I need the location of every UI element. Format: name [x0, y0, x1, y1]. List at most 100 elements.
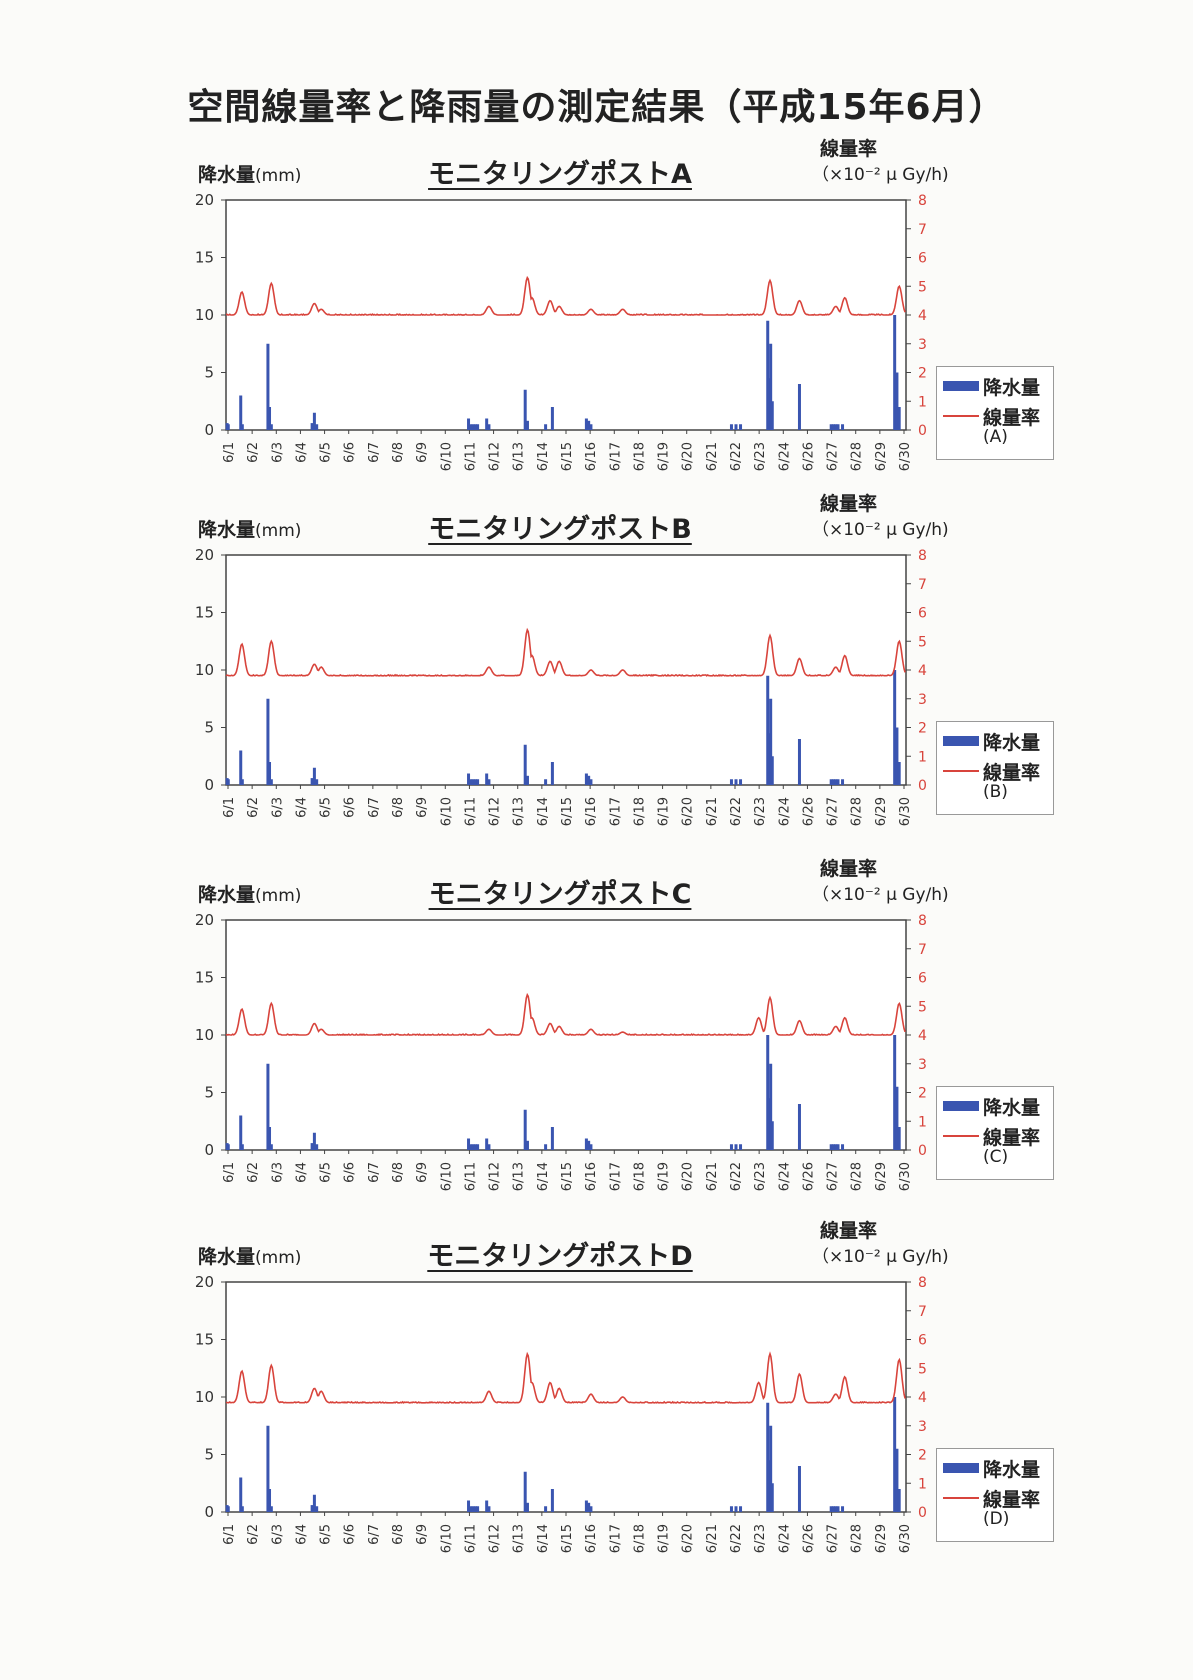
rain-bar	[550, 1127, 554, 1150]
rain-bar	[471, 1506, 475, 1512]
rain-bar	[269, 779, 273, 785]
x-tick-label: 6/23	[753, 797, 768, 826]
x-tick-label: 6/19	[657, 797, 672, 826]
rain-bar	[836, 779, 840, 785]
x-tick-label: 6/14	[536, 797, 551, 826]
rain-bar	[589, 424, 593, 430]
x-tick-label: 6/5	[319, 1524, 334, 1545]
rain-bar	[523, 1109, 527, 1150]
left-tick-label: 10	[195, 1388, 214, 1406]
x-tick-label: 6/22	[729, 442, 744, 471]
rain-bar	[734, 424, 738, 430]
x-tick-label: 6/18	[632, 442, 647, 471]
rain-bar	[797, 1466, 801, 1512]
rain-bar	[523, 1471, 527, 1512]
x-tick-label: 6/7	[367, 442, 382, 463]
rain-bar	[473, 424, 477, 430]
rain-bar	[589, 1506, 593, 1512]
left-axis-label-text: 降水量	[198, 164, 256, 186]
rain-bar	[829, 424, 833, 430]
plot-frame	[225, 554, 907, 786]
left-axis-label-text: 降水量	[198, 884, 256, 906]
rain-bar	[473, 1144, 477, 1150]
rain-bar	[469, 779, 473, 785]
rain-bar	[226, 1506, 230, 1512]
legend-rain-swatch	[943, 1101, 979, 1111]
x-tick-label: 6/29	[874, 1162, 889, 1191]
x-tick-label: 6/21	[705, 797, 720, 826]
legend: 降水量 線量率 (D)	[936, 1448, 1054, 1542]
x-tick-label: 6/30	[898, 797, 913, 826]
legend-station-suffix: (C)	[983, 1147, 1009, 1167]
legend-dose-swatch	[943, 1497, 979, 1499]
rain-bar	[469, 1506, 473, 1512]
rain-bar	[587, 1502, 591, 1512]
rain-bar	[315, 424, 319, 430]
x-tick-label: 6/12	[488, 442, 503, 471]
x-tick-label: 6/2	[246, 1524, 261, 1545]
x-tick-label: 6/9	[415, 442, 430, 463]
left-axis-label: 降水量(mm)	[198, 880, 301, 907]
rain-bar	[893, 670, 897, 785]
x-tick-label: 6/21	[705, 1162, 720, 1191]
rain-bar	[523, 389, 527, 430]
left-tick-label: 0	[204, 1503, 214, 1521]
rain-bar	[734, 1144, 738, 1150]
legend-dose-swatch	[943, 770, 979, 772]
x-tick-label: 6/9	[415, 797, 430, 818]
x-tick-label: 6/29	[874, 797, 889, 826]
x-tick-label: 6/24	[777, 442, 792, 471]
x-tick-label: 6/11	[463, 442, 478, 471]
x-tick-label: 6/11	[463, 797, 478, 826]
rain-bar	[587, 1140, 591, 1150]
rain-bar	[739, 779, 743, 785]
legend: 降水量 線量率 (B)	[936, 721, 1054, 815]
right-tick-label: 3	[918, 1419, 927, 1435]
x-tick-label: 6/8	[391, 1162, 406, 1183]
dose-rate-line	[225, 992, 906, 1037]
rain-bar	[766, 1402, 770, 1512]
right-tick-label: 1	[918, 394, 927, 410]
right-tick-label: 0	[918, 778, 927, 794]
rain-bar	[550, 762, 554, 785]
rain-bar	[467, 418, 471, 430]
x-tick-label: 6/19	[657, 1524, 672, 1553]
rain-bar	[268, 407, 272, 430]
rain-bar	[469, 1144, 473, 1150]
right-axis-unit: （×10⁻² μ Gy/h)	[812, 520, 949, 540]
rain-bar	[476, 1144, 480, 1150]
x-tick-label: 6/13	[512, 1524, 527, 1553]
x-tick-label: 6/20	[681, 797, 696, 826]
legend: 降水量 線量率 (C)	[936, 1086, 1054, 1180]
rain-bar	[587, 775, 591, 785]
x-tick-label: 6/13	[512, 442, 527, 471]
x-tick-label: 6/16	[584, 1162, 599, 1191]
left-tick-label: 0	[204, 776, 214, 794]
rain-bar	[312, 1494, 316, 1512]
x-tick-label: 6/29	[874, 442, 889, 471]
rain-bar	[831, 424, 835, 430]
x-tick-label: 6/8	[391, 797, 406, 818]
x-tick-label: 6/28	[850, 1162, 865, 1191]
left-axis-label-text: 降水量	[198, 1246, 256, 1268]
rain-bar	[739, 1506, 743, 1512]
left-tick-label: 15	[195, 604, 214, 622]
rain-bar	[897, 1127, 901, 1150]
chart-panel-2: モニタリングポストB 降水量(mm) 線量率 （×10⁻² μ Gy/h) 0 5 10 15…	[0, 493, 1193, 875]
legend-rain: 降水量	[943, 1455, 1049, 1481]
rain-bar	[523, 744, 527, 785]
x-tick-label: 6/10	[439, 1162, 454, 1191]
rain-bar	[729, 1144, 733, 1150]
x-tick-label: 6/5	[319, 442, 334, 463]
x-tick-label: 6/11	[463, 1524, 478, 1553]
legend-station-suffix: (B)	[983, 782, 1008, 802]
rain-bar	[734, 779, 738, 785]
x-tick-label: 6/20	[681, 1162, 696, 1191]
legend-dose-label: 線量率	[983, 407, 1041, 429]
rain-bar	[584, 773, 588, 785]
rain-bar	[836, 1144, 840, 1150]
rain-bar	[897, 407, 901, 430]
right-tick-label: 2	[918, 721, 927, 737]
right-tick-label: 6	[918, 1333, 927, 1349]
rain-bar	[485, 418, 489, 430]
